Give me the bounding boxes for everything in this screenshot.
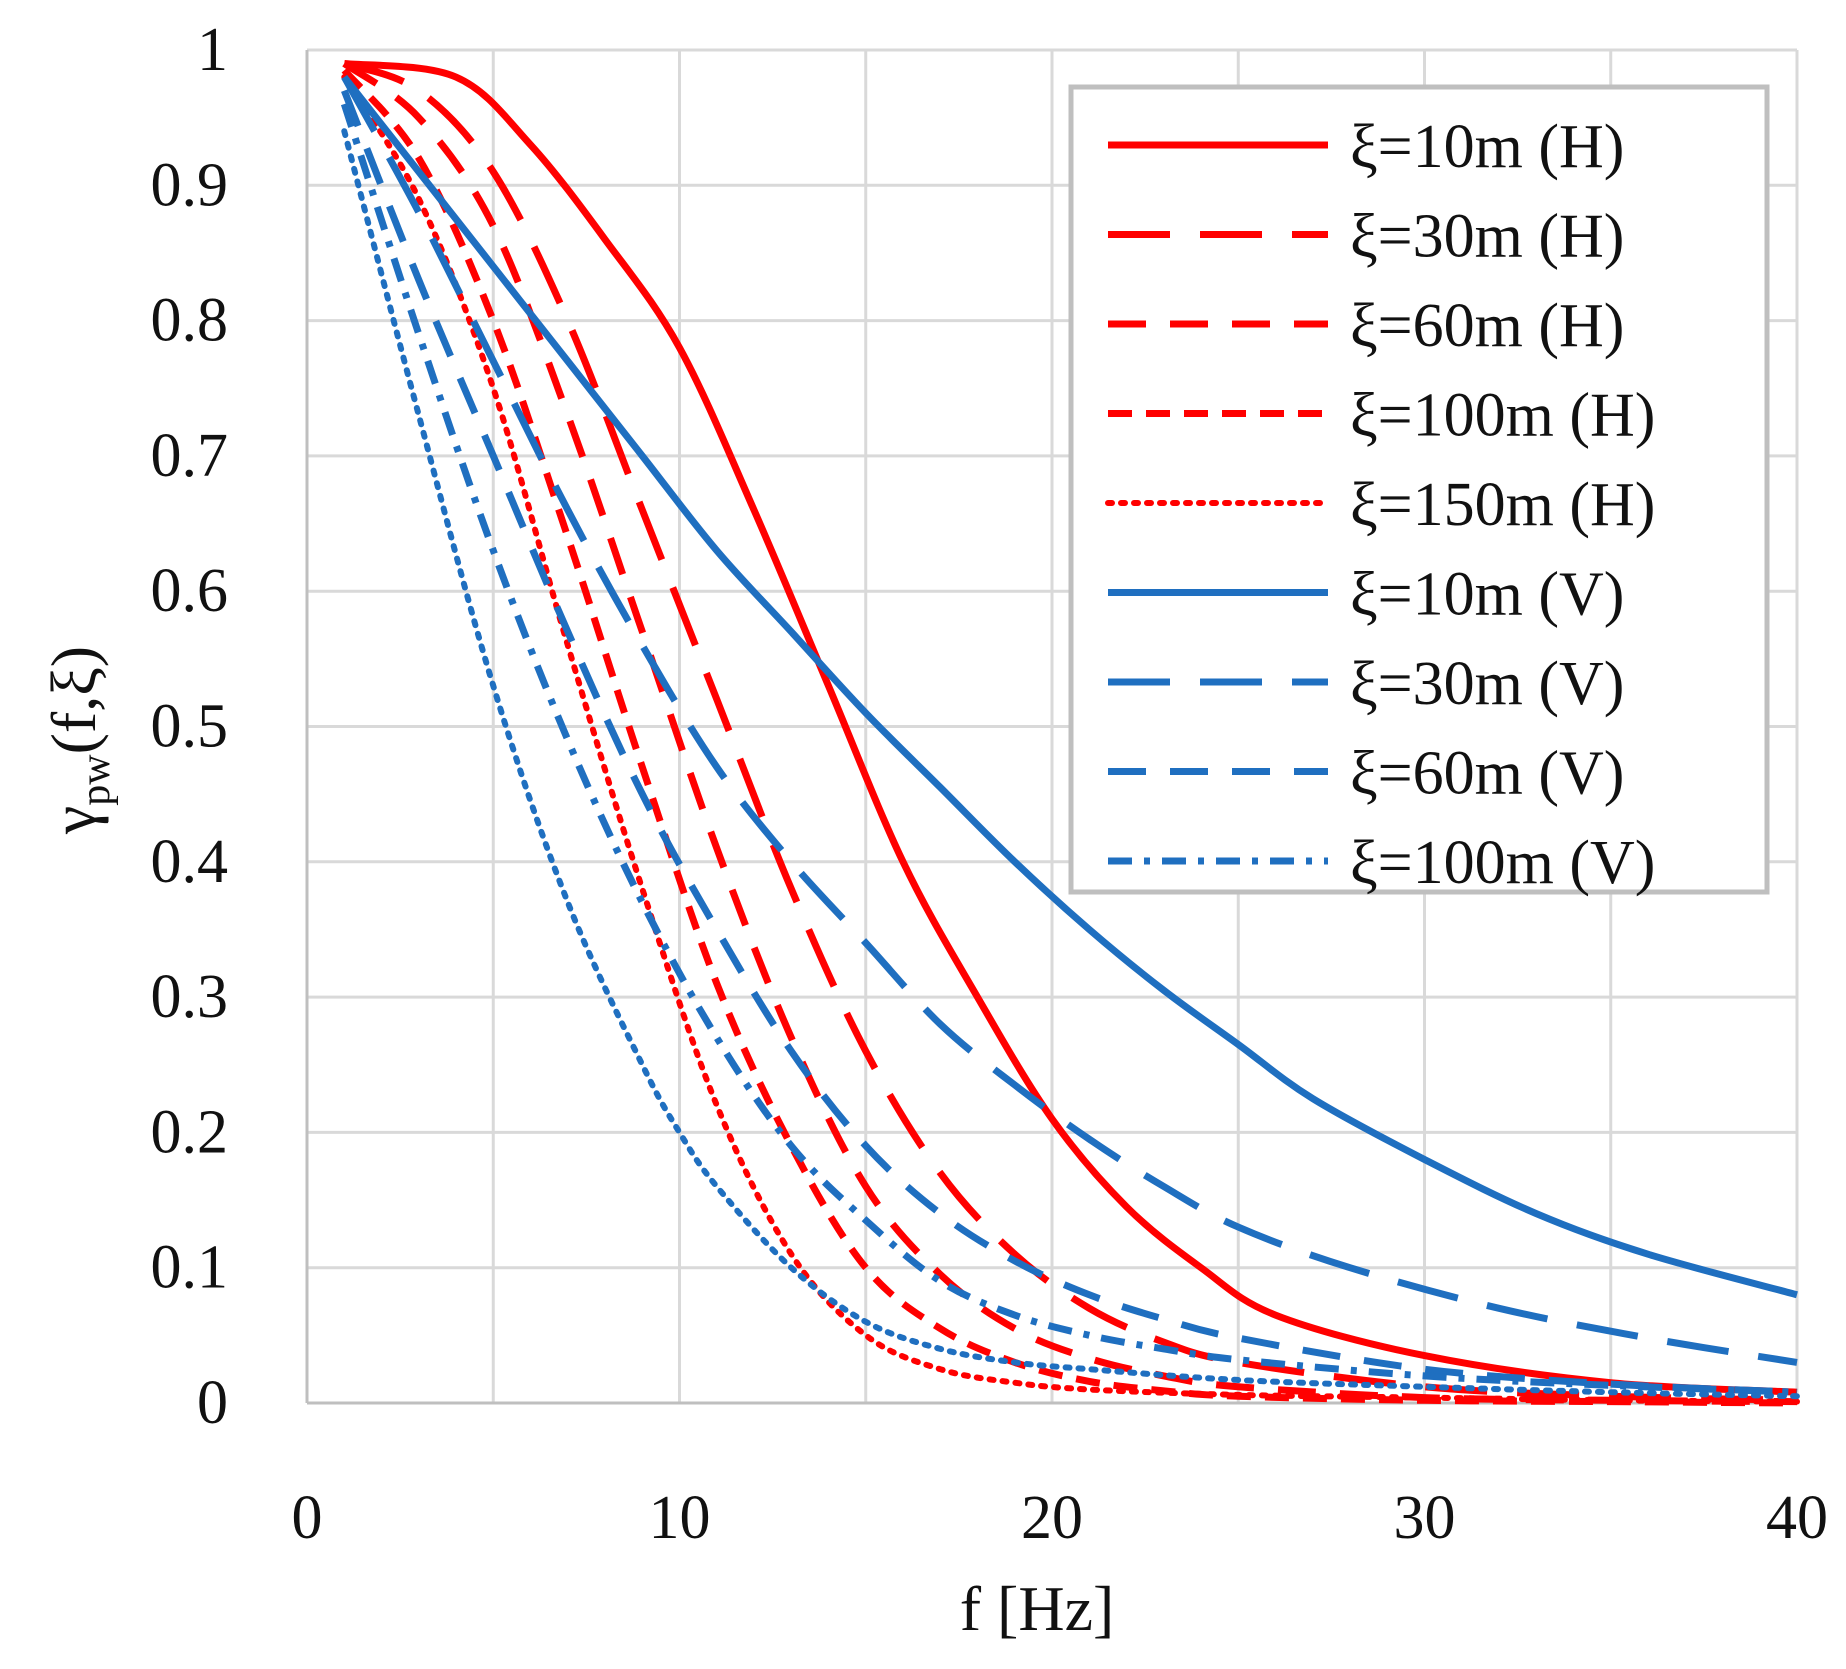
y-tick-label: 0.2 xyxy=(151,1098,229,1166)
y-axis-args: (f,ξ) xyxy=(38,646,109,754)
y-tick-label: 0.1 xyxy=(151,1234,229,1302)
legend-label: ξ=30m (H) xyxy=(1350,203,1624,271)
legend-label: ξ=60m (V) xyxy=(1350,740,1624,808)
legend-box xyxy=(1068,84,1770,895)
y-tick-label: 0.5 xyxy=(151,693,229,761)
legend-label: ξ=10m (V) xyxy=(1350,561,1624,629)
legend-label: ξ=100m (H) xyxy=(1350,382,1655,450)
x-tick-labels: 0 10 20 30 40 xyxy=(292,1484,1829,1552)
y-axis-symbol: γ xyxy=(38,806,109,835)
x-axis-title: f [Hz] xyxy=(960,1573,1115,1644)
y-tick-labels: 0 0.1 0.2 0.3 0.4 0.5 0.6 0.7 0.8 0.9 1 xyxy=(151,16,229,1437)
y-axis-title: γpw(f,ξ) xyxy=(38,646,119,835)
series-line-2 xyxy=(343,60,1798,1404)
plot-series xyxy=(340,60,1800,1407)
x-tick-label: 0 xyxy=(292,1484,323,1552)
series-line-1 xyxy=(343,60,1798,1396)
series-line-10 xyxy=(341,128,1800,1400)
y-tick-label: 0 xyxy=(197,1369,228,1437)
y-tick-label: 0.6 xyxy=(151,557,229,625)
y-tick-label: 0.3 xyxy=(151,963,229,1031)
y-tick-label: 0.4 xyxy=(151,828,229,896)
legend-label: ξ=10m (H) xyxy=(1350,113,1624,181)
series-line-4 xyxy=(341,68,1798,1407)
y-axis-subscript: pw xyxy=(73,754,119,806)
y-tick-label: 1 xyxy=(197,16,228,84)
x-tick-label: 20 xyxy=(1021,1484,1083,1552)
y-tick-label: 0.8 xyxy=(151,287,229,355)
legend-label: ξ=100m (V) xyxy=(1350,829,1655,897)
y-tick-label: 0.9 xyxy=(151,151,229,219)
x-tick-label: 30 xyxy=(1394,1484,1456,1552)
series-line-7 xyxy=(341,75,1798,1366)
legend-label: ξ=30m (V) xyxy=(1350,650,1624,718)
series-line-9 xyxy=(340,103,1798,1396)
series-line-8 xyxy=(341,89,1798,1396)
y-tick-label: 0.7 xyxy=(151,422,229,490)
x-tick-label: 40 xyxy=(1766,1484,1828,1552)
x-tick-label: 10 xyxy=(649,1484,711,1552)
series-line-3 xyxy=(342,60,1798,1406)
legend: ξ=10m (H) ξ=30m (H) ξ=60m (H) ξ=100m (H) ξ=1… xyxy=(1068,84,1770,897)
legend-label: ξ=60m (H) xyxy=(1350,292,1624,360)
legend-label: ξ=150m (H) xyxy=(1350,471,1655,539)
series-line-6 xyxy=(341,74,1798,1299)
